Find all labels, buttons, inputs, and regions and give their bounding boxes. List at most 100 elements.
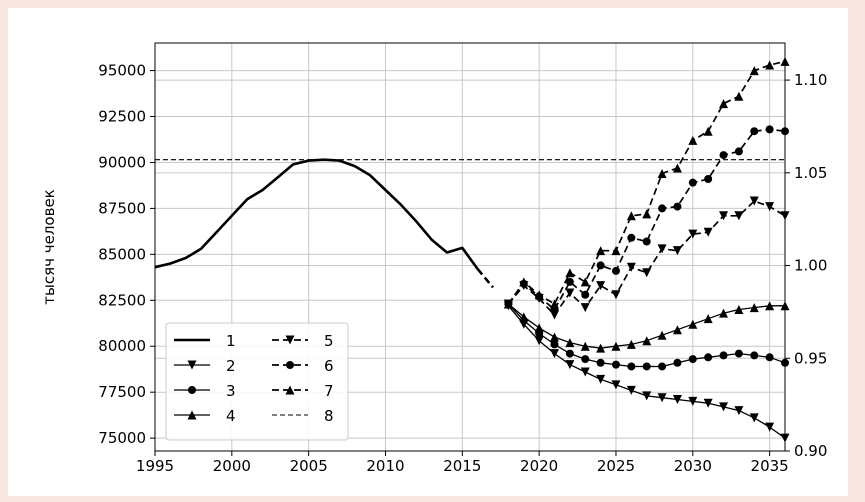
legend-label-1: 1: [226, 332, 236, 350]
x-tick-label: 2035: [751, 457, 789, 475]
y-tick-label: 80000: [98, 337, 146, 355]
series-5-point: [765, 202, 775, 212]
series-3-point: [658, 362, 667, 371]
series-2-point: [580, 367, 590, 377]
legend-label-8: 8: [324, 407, 334, 425]
legend-label-3: 3: [226, 382, 236, 400]
legend-marker-6: [286, 361, 294, 369]
y-axis-label: тысяч человек: [40, 189, 58, 304]
series-5-point: [672, 246, 682, 256]
series-5-point: [719, 211, 729, 221]
series-5-point: [688, 229, 698, 239]
series-3-point: [565, 349, 574, 358]
series-6-point: [781, 127, 789, 136]
series-6-point: [658, 204, 667, 213]
series-3-point: [750, 351, 759, 360]
series-7-point: [611, 246, 621, 256]
series-7-point: [565, 268, 575, 278]
series-3-point: [581, 355, 590, 364]
series-4-point: [550, 332, 560, 342]
series-7-point: [765, 60, 775, 70]
legend-marker-2: [187, 360, 197, 370]
y-tick-label: 90000: [98, 153, 146, 171]
x-tick-label: 2015: [443, 457, 481, 475]
x-tick-label: 2020: [520, 457, 558, 475]
legend-marker-4: [187, 410, 197, 420]
y2-tick-label: 1.05: [794, 164, 827, 182]
plot-area-border: [154, 42, 786, 452]
series-6-point: [704, 175, 713, 183]
series-5-point: [596, 281, 606, 291]
series-7-point: [580, 277, 590, 287]
y-tick-label: 82500: [98, 291, 146, 309]
series-5-point: [565, 288, 575, 298]
series-7-point: [596, 246, 606, 256]
series-7-point: [657, 168, 667, 178]
series-line-6: [507, 128, 786, 311]
legend: 1 2 3 4 5 6 7 8: [165, 322, 349, 441]
series-7-point: [503, 299, 513, 309]
series-7-point: [734, 91, 744, 101]
series-6-point: [719, 151, 728, 160]
series-4-point: [596, 343, 606, 353]
series-4-point: [703, 314, 713, 324]
series-6-point: [596, 261, 605, 270]
legend-label-7: 7: [324, 382, 334, 400]
series-6-point: [611, 266, 620, 275]
series-3-point: [704, 353, 713, 362]
series-5-point: [780, 211, 790, 221]
series-2-point: [734, 406, 744, 416]
y-tick-label: 85000: [98, 245, 146, 263]
series-4-point: [626, 339, 636, 349]
series-3-point: [627, 362, 636, 371]
legend-label-5: 5: [324, 332, 334, 350]
series-7-point: [672, 163, 682, 173]
series-2-point: [719, 402, 729, 412]
series-2-point: [688, 396, 698, 406]
series-5-point: [611, 290, 621, 300]
series-6-point: [688, 178, 697, 187]
series-2-point: [534, 336, 544, 346]
series-3-point: [734, 349, 743, 358]
y-tick-label: 92500: [98, 108, 146, 126]
series-6-point: [765, 125, 774, 134]
series-6-point: [673, 202, 682, 211]
x-tick-label: 2030: [674, 457, 712, 475]
series-5-point: [734, 211, 744, 221]
legend-label-6: 6: [324, 357, 334, 375]
series-5-point: [626, 262, 636, 272]
series-4-point: [734, 304, 744, 314]
series-4-point: [611, 341, 621, 351]
y2-tick-label: 0.95: [794, 349, 827, 367]
x-tick-label: 2010: [366, 457, 404, 475]
series-2-point: [703, 398, 713, 408]
series-6-point: [642, 237, 651, 246]
series-4-point: [565, 338, 575, 348]
series-4-point: [580, 341, 590, 351]
series-2-point: [672, 395, 682, 405]
series-line-extension: [476, 268, 494, 289]
series-2-point: [626, 385, 636, 395]
legend-box: [165, 322, 349, 441]
series-4-point: [642, 336, 652, 346]
series-2-point: [596, 374, 606, 384]
series-7-point: [780, 56, 790, 66]
y2-tick-label: 0.90: [794, 442, 827, 460]
series-3-point: [596, 358, 605, 367]
legend-label-4: 4: [226, 407, 236, 425]
series-6-point: [627, 233, 636, 242]
series-5-point: [580, 303, 590, 313]
y-tick-label: 95000: [98, 62, 146, 80]
series-line-3: [507, 303, 786, 368]
series-line-1: [154, 158, 479, 270]
series-3-point: [550, 340, 559, 349]
series-6-point: [565, 277, 574, 286]
series-7-point: [749, 66, 759, 76]
x-tick-label: 2000: [213, 457, 251, 475]
series-3-point: [688, 355, 697, 364]
series-4-point: [719, 308, 729, 318]
legend-label-2: 2: [226, 357, 236, 375]
legend-marker-5: [285, 335, 295, 345]
series-7-point: [719, 99, 729, 109]
series-5-point: [642, 268, 652, 278]
